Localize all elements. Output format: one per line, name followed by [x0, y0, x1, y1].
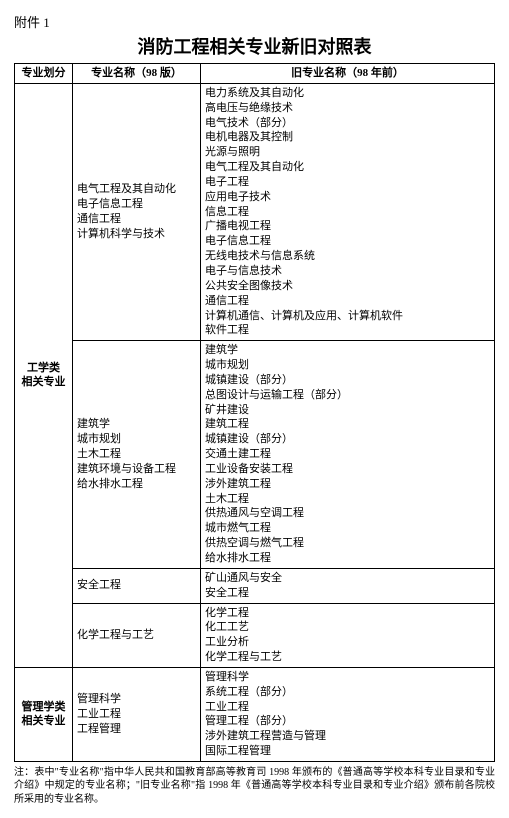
name98-cell: 建筑学城市规划土木工程建筑环境与设备工程给水排水工程	[73, 341, 201, 569]
col-header-old: 旧专业名称（98 年前）	[201, 64, 495, 84]
oldname-cell: 建筑学城市规划城镇建设（部分）总图设计与运输工程（部分）矿井建设建筑工程城镇建设…	[201, 341, 495, 569]
col-header-category: 专业划分	[15, 64, 73, 84]
table-row: 工学类相关专业电气工程及其自动化电子信息工程通信工程计算机科学与技术电力系统及其…	[15, 83, 495, 340]
oldname-cell: 矿山通风与安全安全工程	[201, 568, 495, 603]
name98-cell: 管理科学工业工程工程管理	[73, 667, 201, 761]
table-row: 安全工程矿山通风与安全安全工程	[15, 568, 495, 603]
name98-cell: 安全工程	[73, 568, 201, 603]
attachment-label: 附件 1	[14, 12, 495, 31]
name98-cell: 化学工程与工艺	[73, 603, 201, 667]
comparison-table: 专业划分 专业名称（98 版） 旧专业名称（98 年前） 工学类相关专业电气工程…	[14, 63, 495, 762]
name98-cell: 电气工程及其自动化电子信息工程通信工程计算机科学与技术	[73, 83, 201, 340]
col-header-name98: 专业名称（98 版）	[73, 64, 201, 84]
oldname-cell: 电力系统及其自动化高电压与绝缘技术电气技术（部分）电机电器及其控制光源与照明电气…	[201, 83, 495, 340]
table-row: 管理学类相关专业管理科学工业工程工程管理管理科学系统工程（部分）工业工程管理工程…	[15, 667, 495, 761]
page-title: 消防工程相关专业新旧对照表	[14, 33, 495, 59]
table-header-row: 专业划分 专业名称（98 版） 旧专业名称（98 年前）	[15, 64, 495, 84]
category-cell: 管理学类相关专业	[15, 667, 73, 761]
footnote: 注：表中"专业名称"指中华人民共和国教育部高等教育司 1998 年颁布的《普通高…	[14, 766, 495, 807]
category-cell: 工学类相关专业	[15, 83, 73, 667]
oldname-cell: 化学工程化工工艺工业分析化学工程与工艺	[201, 603, 495, 667]
oldname-cell: 管理科学系统工程（部分）工业工程管理工程（部分）涉外建筑工程营造与管理国际工程管…	[201, 667, 495, 761]
table-row: 化学工程与工艺化学工程化工工艺工业分析化学工程与工艺	[15, 603, 495, 667]
table-row: 建筑学城市规划土木工程建筑环境与设备工程给水排水工程建筑学城市规划城镇建设（部分…	[15, 341, 495, 569]
